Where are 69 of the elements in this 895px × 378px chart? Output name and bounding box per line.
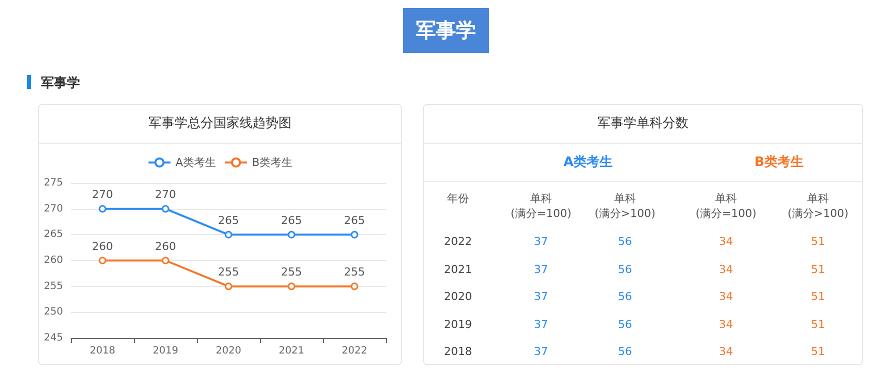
chart-title: 军事学总分国家线趋势图 <box>39 105 401 144</box>
data-label: 260 <box>155 240 176 253</box>
x-tick-label: 单科 (满分=100) <box>694 191 758 221</box>
x-tick-label: 2022 <box>342 346 368 356</box>
x-tick-label: 2019 <box>152 346 178 356</box>
x-tick-label: 2020 <box>216 346 242 356</box>
data-label: 37 <box>533 235 549 248</box>
y-tick-label: 255 <box>44 280 63 292</box>
data-label: 34 <box>718 235 734 248</box>
text: 军事学 <box>403 8 489 53</box>
data-label: 56 <box>617 262 633 276</box>
chart-title: 军事学单科分数 <box>424 105 862 144</box>
data-label: 37 <box>533 262 549 276</box>
data-label: 51 <box>810 235 826 248</box>
data-label: 37 <box>533 345 549 358</box>
data-label: 56 <box>617 318 633 330</box>
data-label: 51 <box>810 262 826 276</box>
data-label: 37 <box>533 318 549 330</box>
data-label: 255 <box>218 266 239 279</box>
y-tick-label: 260 <box>44 255 63 266</box>
y-tick-label: 245 <box>44 332 63 344</box>
x-tick-label: 单科 (满分>100) <box>786 191 850 221</box>
data-label: 255 <box>344 266 365 279</box>
y-tick-label: 275 <box>44 178 63 188</box>
point <box>288 282 296 290</box>
point <box>98 205 106 213</box>
point <box>98 256 106 264</box>
data-label: 270 <box>92 188 113 202</box>
data-label: 51 <box>810 318 826 330</box>
point <box>162 256 170 264</box>
data-label: 255 <box>281 266 302 279</box>
legend-label: B类考生 <box>252 156 293 169</box>
y-tick-label: 2020 <box>443 290 473 303</box>
x-tick-label: 2018 <box>90 346 116 356</box>
x-tick-label: 单科 (满分=100) <box>510 191 572 221</box>
data-label: 34 <box>718 262 734 276</box>
data-label: 37 <box>533 290 549 303</box>
point <box>350 282 358 290</box>
data-label: 34 <box>718 290 734 303</box>
point <box>288 230 296 238</box>
data-label: 265 <box>344 214 365 227</box>
data-label: 51 <box>810 290 826 303</box>
y-tick-label: 2022 <box>443 235 473 248</box>
y-axis-title: 年份 <box>446 191 470 206</box>
y-tick-label: 270 <box>44 203 63 214</box>
data-label: 265 <box>218 214 239 227</box>
x-tick-label: 2021 <box>278 346 304 356</box>
text: B类考生 <box>754 154 804 171</box>
point <box>224 282 232 290</box>
data-label: 56 <box>617 290 633 303</box>
text: 军事学 <box>41 75 80 92</box>
y-tick-label: 250 <box>44 306 63 318</box>
data-label: 270 <box>155 188 176 202</box>
y-tick-label: 2021 <box>443 262 473 276</box>
y-tick-label: 2019 <box>443 318 473 330</box>
data-label: 34 <box>718 345 734 358</box>
point <box>162 205 170 213</box>
legend-label: A类考生 <box>175 156 216 169</box>
data-label: 56 <box>617 235 633 248</box>
point <box>350 230 358 238</box>
text: A类考生 <box>562 154 614 171</box>
data-label: 51 <box>810 345 826 358</box>
data-label: 260 <box>92 240 113 253</box>
data-label: 34 <box>718 318 734 330</box>
point <box>224 230 232 238</box>
data-label: 265 <box>281 214 302 227</box>
data-label: 56 <box>617 345 633 358</box>
y-tick-label: 265 <box>44 229 63 240</box>
x-tick-label: 单科 (满分>100) <box>594 191 656 221</box>
